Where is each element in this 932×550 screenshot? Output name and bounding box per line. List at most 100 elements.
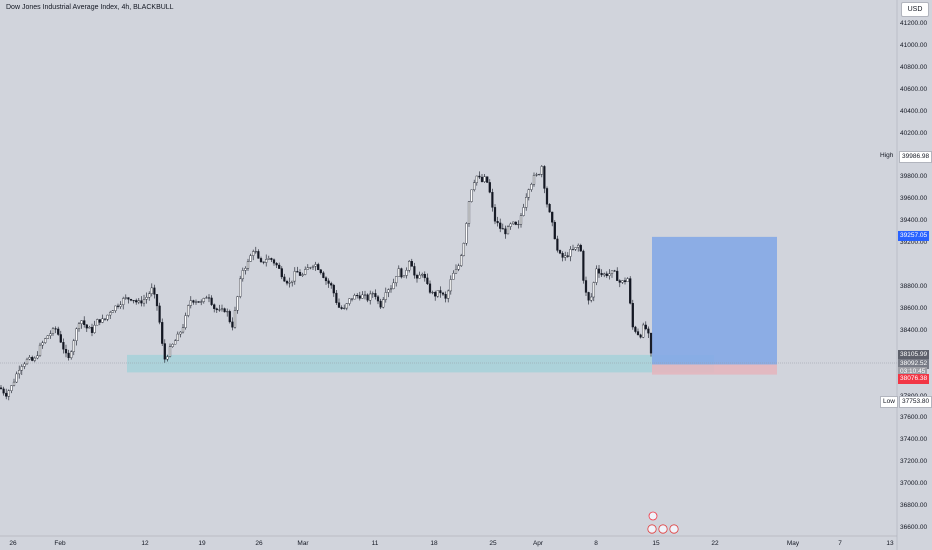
candle-body xyxy=(405,269,408,276)
candle-body xyxy=(330,283,333,286)
candle-body xyxy=(543,166,546,189)
target-price-tag: 39257.05 xyxy=(898,231,930,241)
candle-body xyxy=(135,300,138,303)
candle-body xyxy=(556,238,559,251)
candle-body xyxy=(356,295,359,297)
candle-body xyxy=(488,182,491,193)
candle-body xyxy=(7,390,10,397)
candle-body xyxy=(33,357,36,361)
candle-body xyxy=(101,318,104,323)
y-tick-label: 39600.00 xyxy=(900,195,928,203)
candle-body xyxy=(272,259,276,264)
candle-body xyxy=(25,358,29,365)
candle-body xyxy=(636,331,640,336)
candle-body xyxy=(337,302,341,308)
candle-body xyxy=(267,258,270,260)
candle-body xyxy=(431,292,434,294)
candle-body xyxy=(93,324,96,333)
candle-body xyxy=(103,318,107,320)
candle-body xyxy=(345,303,348,309)
candle-body xyxy=(189,300,192,306)
candle-body xyxy=(257,251,260,259)
candle-body xyxy=(280,268,283,278)
candle-body xyxy=(215,308,218,311)
profit-zone xyxy=(652,236,777,365)
candle-body xyxy=(616,270,619,281)
candle-body xyxy=(283,276,286,282)
candle-body xyxy=(314,264,317,267)
candle-body xyxy=(252,251,255,256)
candle-body xyxy=(142,299,146,304)
candle-body xyxy=(168,346,172,357)
candle-body xyxy=(98,319,101,323)
candle-body xyxy=(569,249,572,257)
candle-body xyxy=(213,304,216,309)
candle-body xyxy=(350,298,354,300)
candle-body xyxy=(501,228,504,230)
candle-body xyxy=(239,278,242,297)
candle-body xyxy=(605,273,608,277)
candle-body xyxy=(270,258,273,260)
candle-body xyxy=(566,255,569,257)
y-tick-label: 41000.00 xyxy=(900,41,928,49)
candle-body xyxy=(376,296,380,302)
candle-body xyxy=(132,300,135,302)
y-tick-label: 41200.00 xyxy=(900,20,928,27)
candle-body xyxy=(319,269,322,274)
y-tick-label: 36800.00 xyxy=(900,502,928,510)
y-tick-label: 37600.00 xyxy=(900,414,928,422)
candle-body xyxy=(317,264,320,270)
candle-body xyxy=(467,201,471,224)
price-tag-time: 03:10:45 xyxy=(898,367,928,377)
candle-body xyxy=(382,299,385,308)
candle-body xyxy=(629,278,632,304)
x-tick-label: Mar xyxy=(297,540,309,547)
candle-body xyxy=(220,308,224,310)
price-tag-3: 38076.38 xyxy=(898,374,930,384)
candle-body xyxy=(194,301,198,303)
candle-body xyxy=(506,226,510,235)
candle-body xyxy=(504,228,507,235)
candle-body xyxy=(532,174,536,185)
candle-body xyxy=(644,324,647,330)
candle-body xyxy=(597,268,601,274)
candle-body xyxy=(41,342,44,346)
candle-body xyxy=(415,275,419,279)
candle-body xyxy=(275,262,278,266)
candle-body xyxy=(0,387,3,390)
candle-body xyxy=(571,249,575,251)
candle-body xyxy=(436,290,439,297)
high-label: High xyxy=(880,152,894,159)
candle-body xyxy=(348,298,351,304)
candle-body xyxy=(470,189,473,202)
candle-body xyxy=(200,301,203,303)
x-tick-label: 26 xyxy=(9,540,17,547)
candle-body xyxy=(70,351,73,359)
candle-body xyxy=(116,305,120,307)
candle-body xyxy=(127,297,130,300)
x-tick-label: 26 xyxy=(255,540,263,547)
candle-body xyxy=(538,174,541,176)
candle-body xyxy=(527,189,530,198)
candle-body xyxy=(642,324,645,338)
candle-body xyxy=(418,274,421,279)
candle-body xyxy=(72,340,75,352)
candle-body xyxy=(363,294,367,296)
candle-body xyxy=(293,271,296,282)
y-tick-label: 37200.00 xyxy=(900,458,928,466)
currency-label[interactable]: USD xyxy=(901,2,929,17)
x-tick-label: 18 xyxy=(430,540,438,547)
candle-body xyxy=(148,293,151,298)
candle-body xyxy=(582,250,585,281)
candle-body xyxy=(249,255,252,262)
candle-body xyxy=(452,272,455,280)
candle-body xyxy=(301,274,304,276)
candle-body xyxy=(231,321,234,328)
candle-body xyxy=(88,326,91,329)
candle-body xyxy=(519,215,523,225)
candle-body xyxy=(155,294,159,307)
candle-body xyxy=(106,314,109,320)
candle-body xyxy=(584,280,588,293)
candle-body xyxy=(109,312,112,316)
